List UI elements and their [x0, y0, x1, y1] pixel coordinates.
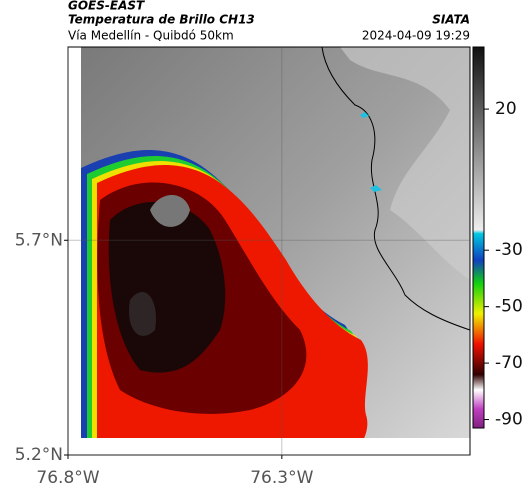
y-tick-label: 5.2°N	[15, 445, 63, 465]
colorbar-tick-label: -70	[495, 353, 523, 373]
region: Vía Medellín - Quibdó 50km	[68, 29, 234, 43]
colorbar	[472, 46, 485, 429]
colorbar-tick-label: -30	[495, 240, 523, 260]
product: Temperatura de Brillo CH13	[68, 13, 255, 27]
colorbar-tick-label: 20	[495, 99, 517, 119]
timestamp: 2024-04-09 19:29	[362, 29, 470, 43]
x-tick-label: 76.8°W	[36, 468, 99, 488]
org: SIATA	[432, 13, 470, 27]
map-image	[68, 46, 471, 455]
map-frame	[67, 46, 471, 456]
colorbar-tick-label: -50	[495, 297, 523, 317]
colorbar-tick-label: -90	[495, 410, 523, 430]
x-tick-label: 76.3°W	[250, 468, 313, 488]
y-tick-label: 5.7°N	[15, 230, 63, 250]
source: GOES-EAST	[68, 0, 145, 13]
